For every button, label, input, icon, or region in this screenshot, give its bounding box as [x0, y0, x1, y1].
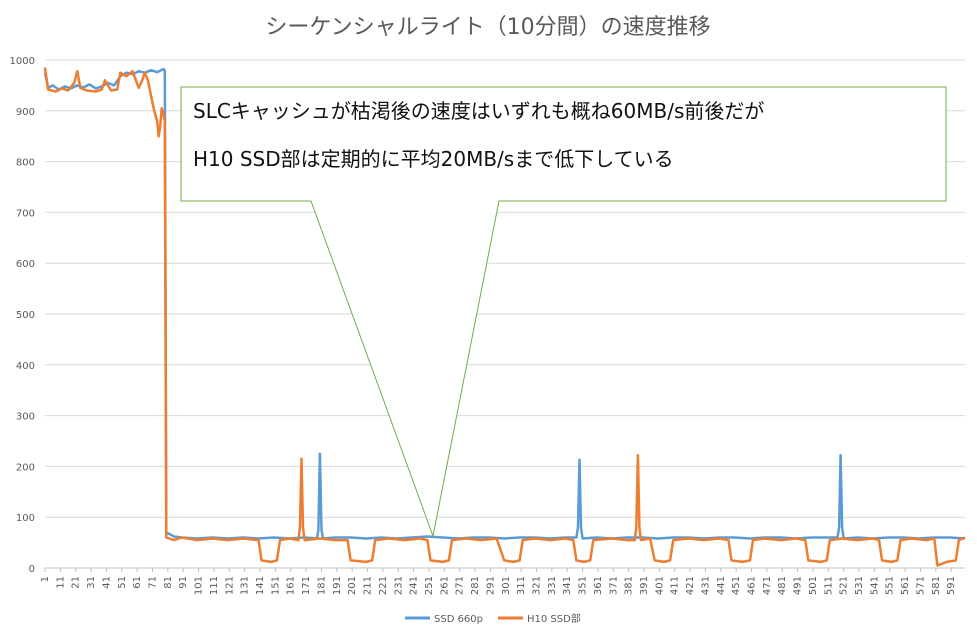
x-tick-label: 511 — [823, 576, 834, 595]
x-tick-label: 151 — [270, 576, 281, 595]
x-tick-label: 51 — [117, 576, 128, 589]
annotation-callout: SLCキャッシュが枯渇後の速度はいずれも概ね60MB/s前後だが H10 SSD… — [180, 86, 947, 538]
x-tick-label: 421 — [685, 576, 696, 595]
x-tick-label: 531 — [854, 576, 865, 595]
y-tick-label: 0 — [29, 564, 35, 575]
x-tick-label: 491 — [793, 576, 804, 595]
x-tick-label: 301 — [501, 576, 512, 595]
x-tick-label: 221 — [378, 576, 389, 595]
x-tick-label: 311 — [516, 576, 527, 595]
legend: SSD 660p H10 SSD部 — [405, 612, 581, 625]
x-tick-label: 191 — [332, 576, 343, 595]
x-tick-label: 481 — [777, 576, 788, 595]
x-tick-label: 451 — [731, 576, 742, 595]
x-tick-label: 401 — [654, 576, 665, 595]
x-tick-label: 91 — [178, 576, 189, 589]
x-tick-label: 291 — [485, 576, 496, 595]
x-axis-ticks: 1 11 21 31 41 51 61 71 81 91 101 111 121 131 141 151 161… — [40, 568, 957, 595]
x-tick-label: 441 — [716, 576, 727, 595]
x-tick-label: 101 — [194, 576, 205, 595]
y-tick-label: 1000 — [10, 56, 35, 67]
annotation-line-1: SLCキャッシュが枯渇後の速度はいずれも概ね60MB/s前後だが — [193, 99, 764, 123]
y-tick-label: 600 — [16, 259, 35, 270]
series-lines — [43, 67, 966, 567]
x-tick-label: 361 — [593, 576, 604, 595]
x-tick-label: 521 — [839, 576, 850, 595]
annotation-line-2: H10 SSD部は定期的に平均20MB/sまで低下している — [193, 147, 674, 171]
x-tick-label: 41 — [101, 576, 112, 589]
x-tick-label: 331 — [547, 576, 558, 595]
x-tick-label: 381 — [624, 576, 635, 595]
x-tick-label: 81 — [163, 576, 174, 589]
x-tick-label: 571 — [915, 576, 926, 595]
x-tick-label: 241 — [409, 576, 420, 595]
x-tick-label: 321 — [531, 576, 542, 595]
series-line-h10 — [43, 67, 966, 567]
x-tick-label: 121 — [224, 576, 235, 595]
x-tick-label: 1 — [40, 576, 51, 582]
x-tick-label: 551 — [885, 576, 896, 595]
legend-label-h10: H10 SSD部 — [527, 612, 581, 625]
x-tick-label: 281 — [470, 576, 481, 595]
x-tick-label: 111 — [209, 576, 220, 595]
x-tick-label: 231 — [393, 576, 404, 595]
x-tick-label: 591 — [946, 576, 957, 595]
x-tick-label: 581 — [931, 576, 942, 595]
x-tick-label: 181 — [316, 576, 327, 595]
y-tick-label: 500 — [16, 310, 35, 321]
x-tick-label: 61 — [132, 576, 143, 589]
y-tick-label: 300 — [16, 412, 35, 423]
x-tick-label: 11 — [55, 576, 66, 589]
y-tick-label: 800 — [16, 158, 35, 169]
y-tick-label: 200 — [16, 462, 35, 473]
y-tick-label: 700 — [16, 208, 35, 219]
x-tick-label: 161 — [286, 576, 297, 595]
x-tick-label: 391 — [639, 576, 650, 595]
x-tick-label: 351 — [578, 576, 589, 595]
x-tick-label: 71 — [148, 576, 159, 589]
x-tick-label: 251 — [424, 576, 435, 595]
x-tick-label: 131 — [240, 576, 251, 595]
x-tick-label: 211 — [363, 576, 374, 595]
callout-shape — [180, 86, 947, 538]
x-tick-label: 561 — [900, 576, 911, 595]
x-tick-label: 411 — [670, 576, 681, 595]
y-axis-ticks: 0 100 200 300 400 500 600 700 800 900 1000 — [10, 56, 35, 575]
x-tick-label: 341 — [562, 576, 573, 595]
x-tick-label: 471 — [762, 576, 773, 595]
x-tick-label: 31 — [86, 576, 97, 589]
chart-title: シーケンシャルライト（10分間）の速度推移 — [265, 15, 710, 40]
x-tick-label: 201 — [347, 576, 358, 595]
x-tick-label: 371 — [608, 576, 619, 595]
y-tick-label: 400 — [16, 361, 35, 372]
y-tick-label: 100 — [16, 513, 35, 524]
x-tick-label: 21 — [71, 576, 82, 589]
x-tick-label: 431 — [700, 576, 711, 595]
x-tick-label: 141 — [255, 576, 266, 595]
x-tick-label: 541 — [869, 576, 880, 595]
x-tick-label: 171 — [301, 576, 312, 595]
x-tick-label: 271 — [455, 576, 466, 595]
x-tick-label: 501 — [808, 576, 819, 595]
y-tick-label: 900 — [16, 107, 35, 118]
legend-label-ssd660p: SSD 660p — [434, 614, 483, 625]
x-tick-label: 261 — [439, 576, 450, 595]
x-tick-label: 461 — [747, 576, 758, 595]
